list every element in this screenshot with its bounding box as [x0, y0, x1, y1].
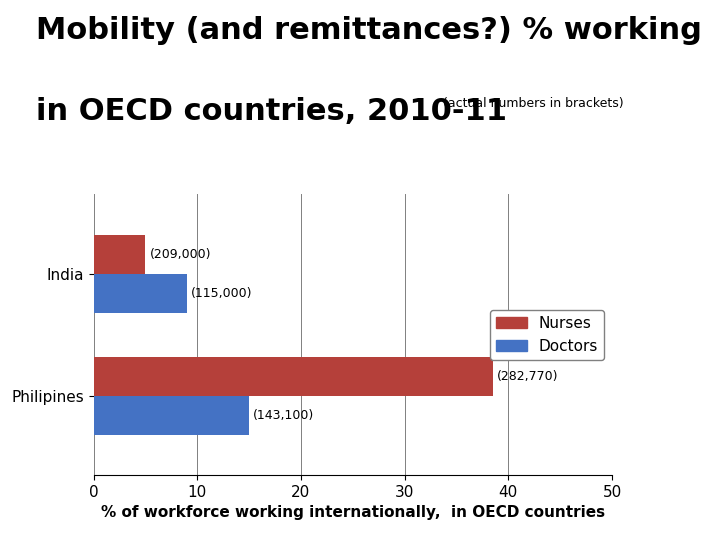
- Text: (209,000): (209,000): [150, 248, 211, 261]
- Text: (actual numbers in brackets): (actual numbers in brackets): [443, 97, 624, 110]
- Text: (115,000): (115,000): [191, 287, 253, 300]
- X-axis label: % of workforce working internationally,  in OECD countries: % of workforce working internationally, …: [101, 505, 605, 521]
- Bar: [94, 396, 249, 435]
- Text: (143,100): (143,100): [253, 409, 315, 422]
- Text: (282,770): (282,770): [497, 370, 559, 383]
- Bar: [94, 235, 145, 274]
- Bar: [94, 274, 187, 313]
- Legend: Nurses, Doctors: Nurses, Doctors: [490, 310, 604, 360]
- Bar: [94, 357, 492, 396]
- Text: Mobility (and remittances?) % working: Mobility (and remittances?) % working: [36, 16, 702, 45]
- Text: in OECD countries, 2010-11: in OECD countries, 2010-11: [36, 97, 507, 126]
